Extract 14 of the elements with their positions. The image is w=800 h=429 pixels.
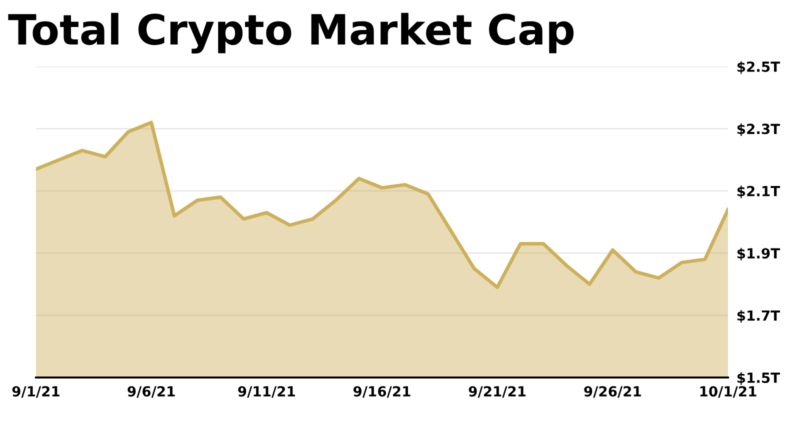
y-tick-label: $1.7T: [737, 310, 780, 323]
x-tick-label: 9/1/21: [12, 386, 60, 398]
y-tick-label: $1.5T: [737, 372, 780, 385]
x-tick-label: 9/6/21: [128, 386, 175, 398]
chart-title: Total Crypto Market Cap: [8, 12, 574, 54]
x-tick-label: 9/21/21: [468, 386, 526, 398]
y-tick-label: $2.5T: [737, 61, 780, 74]
y-tick-label: $2.1T: [737, 186, 780, 198]
x-tick-label: 10/1/21: [700, 386, 756, 398]
x-tick-label: 9/11/21: [238, 386, 295, 398]
y-tick-label: $2.3T: [737, 123, 780, 136]
y-tick-label: $1.9T: [737, 248, 780, 260]
x-tick-label: 9/26/21: [584, 386, 641, 398]
x-tick-label: 9/16/21: [353, 386, 410, 398]
